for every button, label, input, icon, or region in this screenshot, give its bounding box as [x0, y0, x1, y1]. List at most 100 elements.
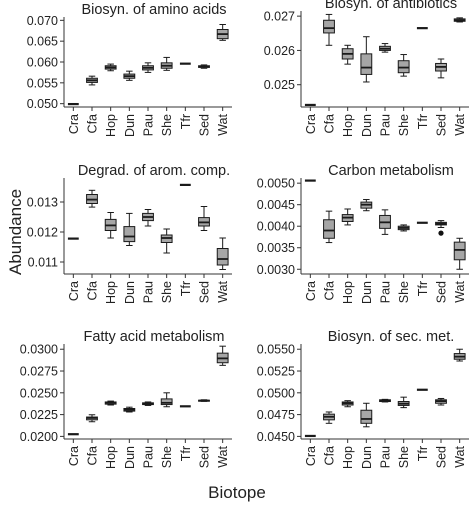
y-tick-label: 0.070 — [27, 14, 58, 28]
box-dun — [360, 402, 373, 428]
y-tick-label: 0.0300 — [20, 343, 58, 357]
box-she — [160, 228, 173, 254]
x-tick-label: She — [397, 446, 411, 468]
y-tick-label: 0.0275 — [20, 365, 58, 379]
x-tick-label: Sed — [198, 446, 212, 468]
box-cfa — [323, 411, 335, 424]
y-tick-label: 0.0200 — [20, 430, 58, 444]
x-tick-label: Sed — [198, 114, 212, 136]
box-sed — [435, 220, 447, 229]
box-wat — [216, 24, 229, 41]
panel-1: Biosyn. of amino acids 0.050 0.055 0.060 0.0… — [27, 2, 232, 137]
x-tick-label: She — [160, 114, 174, 136]
box-she — [397, 396, 410, 409]
x-tick-label: Dun — [360, 446, 374, 469]
box-cfa — [86, 189, 98, 208]
iqr-box — [160, 398, 173, 406]
x-tick-label: Dun — [123, 446, 137, 469]
y-tick-label: 0.0050 — [257, 177, 295, 191]
x-tick-label: Cra — [304, 114, 318, 134]
box-cfa — [86, 414, 98, 423]
box-wat — [453, 237, 466, 270]
box-she — [397, 54, 410, 77]
x-tick-label: Hop — [104, 281, 118, 304]
box-she — [160, 392, 173, 408]
global-x-axis-label: Biotope — [208, 483, 266, 502]
x-tick-label: Cra — [67, 446, 81, 466]
y-tick-label: 0.0250 — [20, 386, 58, 400]
y-tick-label: 0.0525 — [257, 365, 295, 379]
y-tick-label: 0.025 — [264, 78, 295, 92]
y-tick-label: 0.0450 — [257, 430, 295, 444]
x-tick-label: Cra — [67, 114, 81, 134]
box-pau — [142, 401, 154, 406]
box-pau — [379, 398, 391, 403]
panel-title: Biosyn. of antibiotics — [325, 0, 457, 12]
x-tick-label: Pau — [142, 281, 156, 303]
iqr-box — [323, 19, 335, 34]
x-tick-label: Tfr — [179, 446, 193, 461]
x-tick-label: She — [160, 446, 174, 468]
iqr-box — [323, 219, 335, 239]
x-tick-label: Sed — [435, 281, 449, 303]
box-wat — [453, 17, 466, 23]
box-hop — [104, 63, 117, 72]
y-tick-label: 0.050 — [27, 97, 58, 111]
y-tick-label: 0.0030 — [257, 263, 295, 277]
y-tick-label: 0.060 — [27, 56, 58, 70]
panel-5: Fatty acid metabolism 0.0200 0.0225 0.0250 0… — [20, 329, 232, 469]
y-tick-label: 0.055 — [27, 76, 58, 90]
box-sed — [198, 64, 210, 69]
panel-6: Biosyn. of sec. met. 0.0450 0.0475 0.0500 0.… — [257, 329, 469, 469]
panel-title: Biosyn. of sec. met. — [328, 329, 455, 345]
y-tick-label: 0.0550 — [257, 343, 295, 357]
iqr-box — [360, 409, 373, 424]
x-tick-label: Wat — [453, 445, 467, 467]
x-tick-label: Cfa — [323, 446, 337, 466]
x-tick-label: Cfa — [323, 114, 337, 134]
x-tick-label: Cfa — [323, 281, 337, 301]
x-tick-label: Tfr — [179, 114, 193, 129]
panel-title: Fatty acid metabolism — [83, 329, 224, 345]
x-tick-label: Tfr — [416, 446, 430, 461]
box-cfa — [323, 210, 335, 244]
x-tick-label: She — [397, 281, 411, 303]
box-she — [160, 56, 173, 71]
box-sed — [435, 397, 447, 406]
iqr-box — [123, 226, 136, 243]
iqr-box — [216, 248, 229, 266]
box-sed — [435, 58, 447, 79]
x-tick-label: Hop — [341, 281, 355, 304]
box-hop — [104, 400, 117, 406]
y-tick-label: 0.0475 — [257, 408, 295, 422]
box-hop — [341, 208, 354, 226]
box-cfa — [323, 13, 335, 46]
x-tick-label: Wat — [453, 280, 467, 302]
x-tick-label: Hop — [104, 114, 118, 137]
box-pau — [142, 62, 154, 73]
x-tick-label: Tfr — [416, 114, 430, 129]
x-tick-label: Pau — [379, 114, 393, 136]
x-tick-label: Cfa — [86, 114, 100, 134]
y-tick-label: 0.0500 — [257, 386, 295, 400]
x-tick-label: Hop — [341, 114, 355, 137]
x-tick-label: Wat — [216, 445, 230, 467]
x-tick-label: Hop — [341, 446, 355, 469]
y-tick-label: 0.0045 — [257, 198, 295, 212]
panel-title: Degrad. of arom. comp. — [78, 163, 230, 179]
y-tick-label: 0.013 — [27, 196, 58, 210]
x-tick-label: Cra — [67, 281, 81, 301]
box-dun — [360, 199, 373, 212]
outlier-point — [438, 230, 444, 236]
x-tick-label: She — [397, 114, 411, 136]
y-tick-label: 0.012 — [27, 226, 58, 240]
box-pau — [142, 209, 154, 227]
iqr-box — [360, 53, 373, 75]
x-tick-label: Sed — [435, 114, 449, 136]
box-dun — [123, 406, 136, 413]
y-tick-label: 0.027 — [264, 10, 295, 24]
box-hop — [104, 212, 117, 239]
x-tick-label: Pau — [379, 446, 393, 468]
